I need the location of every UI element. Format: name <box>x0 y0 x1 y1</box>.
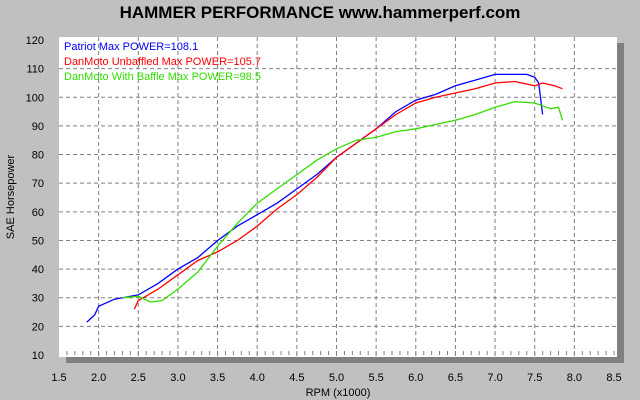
x-tick-label: 6.0 <box>408 372 423 384</box>
x-tick-label: 7.0 <box>487 372 502 384</box>
x-tick-label: 8.5 <box>606 372 621 384</box>
y-axis-label: SAE Horsepower <box>5 154 17 239</box>
x-tick-label: 6.5 <box>448 372 463 384</box>
x-tick-label: 3.0 <box>170 372 185 384</box>
x-tick-label: 7.5 <box>527 372 542 384</box>
legend-entry-1: DanMoto Unbaffled Max POWER=105.7 <box>64 56 261 68</box>
y-tick-label: 120 <box>26 35 44 47</box>
y-tick-label: 110 <box>26 64 44 76</box>
y-tick-label: 50 <box>32 235 44 247</box>
x-tick-label: 4.5 <box>289 372 304 384</box>
tick-labels: 1.5 2.0 2.5 3.0 3.5 4.0 4.5 5.0 5.5 6.0 6.5 7.0 7.5 8… <box>26 35 622 384</box>
y-tick-label: 80 <box>32 150 44 162</box>
series-lines <box>86 73 564 323</box>
x-tick-label: 4.0 <box>250 372 265 384</box>
x-tick-label: 5.0 <box>329 372 344 384</box>
grid <box>59 37 617 357</box>
series-line-0 <box>86 73 544 323</box>
legend: Patriot Max POWER=108.1 DanMoto Unbaffled… <box>64 41 261 83</box>
y-tick-label: 40 <box>32 264 44 276</box>
y-tick-label: 30 <box>32 293 44 305</box>
y-tick-label: 60 <box>32 207 44 219</box>
y-tick-label: 20 <box>32 321 44 333</box>
legend-entry-0: Patriot Max POWER=108.1 <box>64 41 198 53</box>
x-tick-label: 2.5 <box>131 372 146 384</box>
x-axis-label: RPM (x1000) <box>306 387 371 399</box>
chart-title: HAMMER PERFORMANCE www.hammerperf.com <box>120 3 521 22</box>
y-tick-label: 90 <box>32 121 44 133</box>
x-tick-label: 3.5 <box>210 372 225 384</box>
x-tick-label: 5.5 <box>368 372 383 384</box>
plot-area <box>59 37 617 357</box>
legend-entry-2: DanMoto With Baffle Max POWER=98.5 <box>64 71 261 83</box>
x-tick-label: 8.0 <box>567 372 582 384</box>
y-tick-label: 100 <box>26 92 44 104</box>
series-line-1 <box>133 80 563 310</box>
series-line-2 <box>122 100 564 303</box>
x-tick-label: 2.0 <box>91 372 106 384</box>
x-tick-label: 1.5 <box>51 372 66 384</box>
y-tick-label: 10 <box>32 350 44 362</box>
y-tick-label: 70 <box>32 178 44 190</box>
